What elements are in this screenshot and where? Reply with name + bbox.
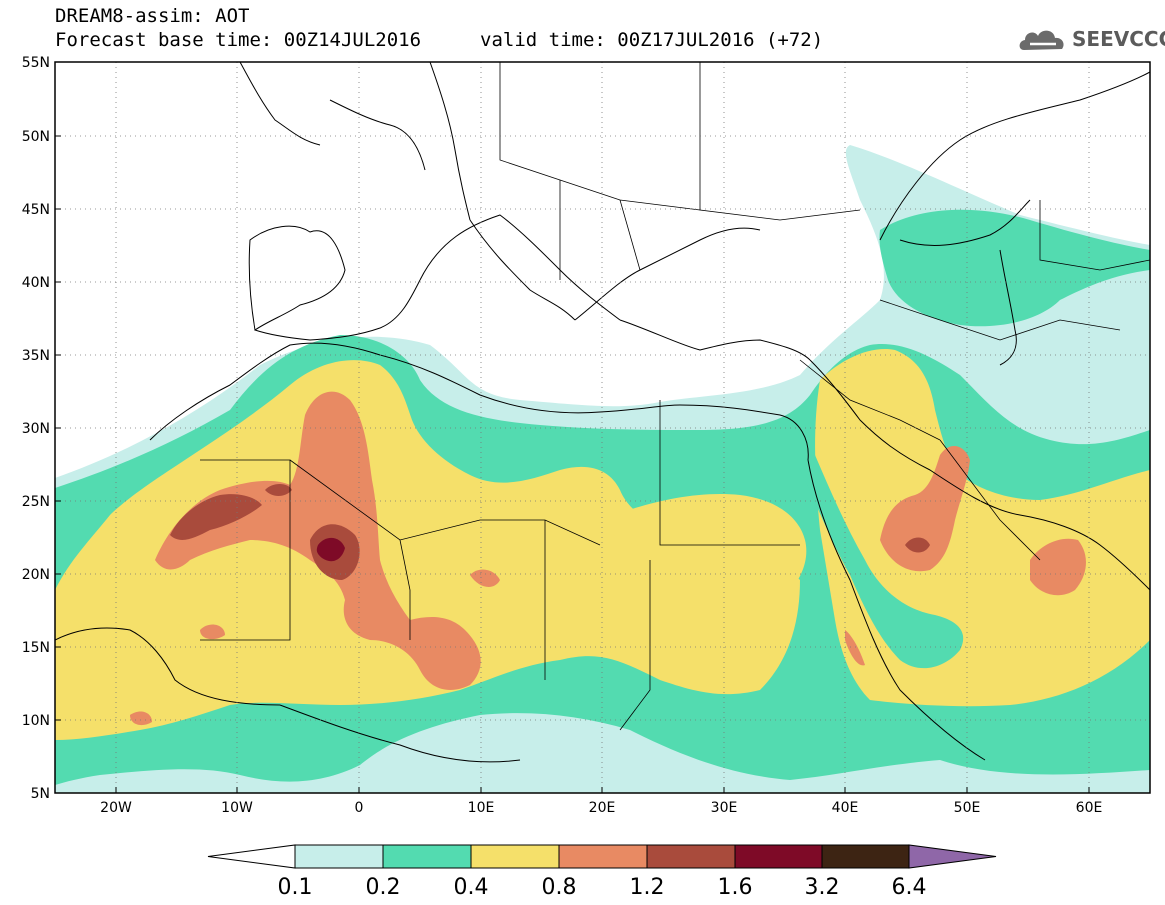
lon-tick-label: 40E: [832, 800, 859, 816]
colorbar-swatch: [558, 844, 648, 869]
colorbar-label: 0.1: [278, 875, 313, 900]
lat-tick-label: 5N: [31, 786, 50, 802]
colorbar-swatch: [207, 844, 296, 869]
country-borders: [200, 62, 1150, 731]
lat-tick-label: 30N: [22, 421, 50, 437]
logo-text: SEEVCCC: [1072, 27, 1165, 51]
lat-tick-label: 20N: [22, 567, 50, 583]
lat-tick-label: 45N: [22, 202, 50, 218]
colorbar-swatch: [294, 844, 384, 869]
lon-tick-label: 60E: [1076, 800, 1103, 816]
colorbar-swatch: [734, 844, 823, 869]
colorbar-swatch: [646, 844, 736, 869]
colorbar-label: 0.8: [542, 875, 577, 900]
colorbar-label: 1.6: [718, 875, 753, 900]
lat-tick-label: 35N: [22, 348, 50, 364]
lon-tick-label: 20W: [100, 800, 132, 816]
lat-tick-label: 10N: [22, 713, 50, 729]
lat-tick-label: 25N: [22, 494, 50, 510]
valid-time: valid time: 00Z17JUL2016 (+72): [480, 29, 824, 51]
colorbar-swatch: [470, 844, 560, 869]
colorbar-label: 6.4: [892, 875, 927, 900]
coastlines: [55, 62, 1150, 763]
lon-tick-label: 10E: [468, 800, 495, 816]
cloud-icon: [1019, 30, 1064, 50]
lat-tick-label: 15N: [22, 640, 50, 656]
colorbar-label: 1.2: [630, 875, 665, 900]
colorbar-swatch: [908, 844, 997, 869]
colorbar-label: 0.4: [454, 875, 489, 900]
graticule: [55, 62, 1150, 793]
lat-tick-label: 50N: [22, 129, 50, 145]
forecast-base-time: Forecast base time: 00Z14JUL2016: [55, 29, 422, 51]
lon-tick-label: 10W: [221, 800, 253, 816]
lon-tick-label: 30E: [711, 800, 738, 816]
colorbar-swatch: [821, 844, 910, 869]
lat-tick-label: 55N: [22, 55, 50, 71]
lon-tick-label: 20E: [589, 800, 616, 816]
lat-tick-label: 40N: [22, 275, 50, 291]
lon-tick-label: 50E: [954, 800, 981, 816]
lon-tick-label: 0: [355, 800, 364, 816]
colorbar-swatch: [382, 844, 472, 869]
colorbar-label: 0.2: [366, 875, 401, 900]
map-title: DREAM8-assim: AOT: [55, 5, 250, 27]
colorbar-label: 3.2: [805, 875, 840, 900]
